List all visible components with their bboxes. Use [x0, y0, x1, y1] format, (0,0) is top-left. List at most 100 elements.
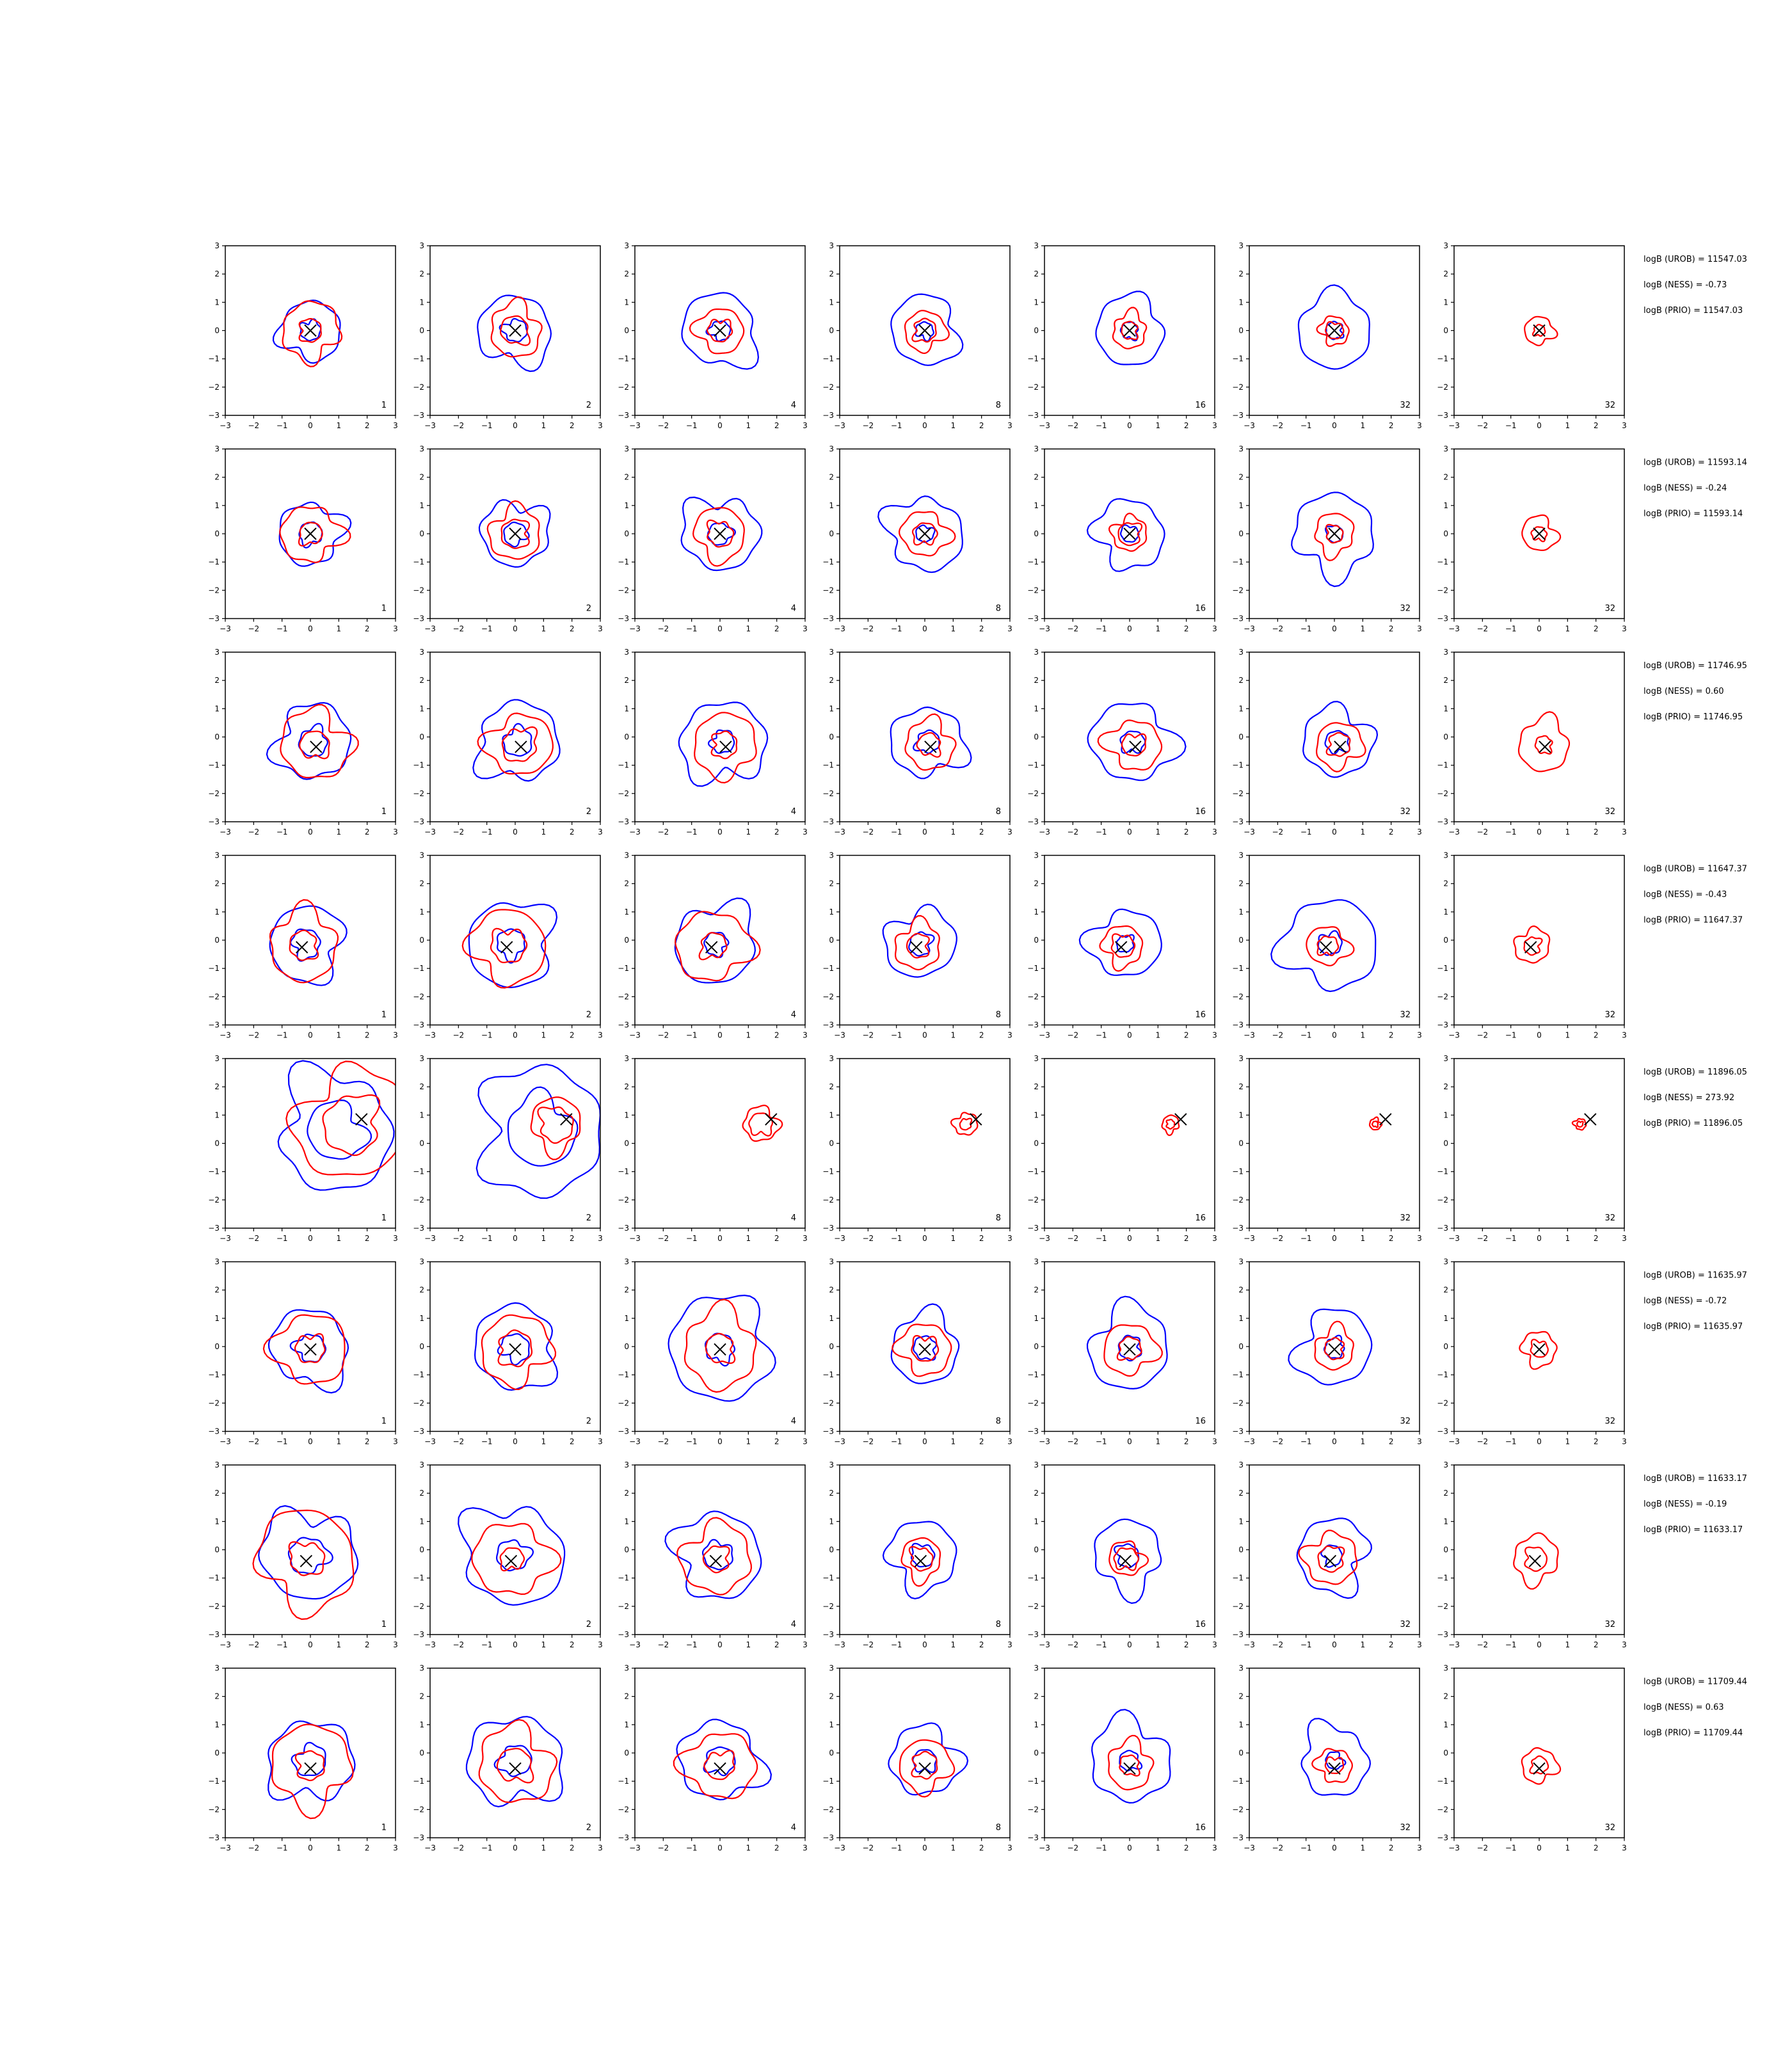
- x-tick-label: 1: [951, 1031, 956, 1040]
- logB-label: logB (NESS) = -0.73: [1644, 280, 1727, 290]
- posterior-contour: [1530, 1338, 1549, 1358]
- x-tick-label: −1: [891, 828, 902, 836]
- y-tick-label: 0: [1238, 326, 1244, 335]
- truth-marker: [1533, 527, 1546, 540]
- truth-marker: [500, 941, 513, 954]
- panel-number-label: 8: [996, 604, 1001, 614]
- x-tick-label: −2: [1476, 1844, 1488, 1853]
- x-tick-label: −2: [1067, 1640, 1078, 1649]
- y-tick-label: 0: [214, 936, 220, 945]
- y-tick-label: 2: [1443, 473, 1448, 482]
- y-tick-label: −1: [1232, 761, 1244, 770]
- y-tick-label: 2: [419, 473, 424, 482]
- axes-frame: [839, 1667, 1011, 1839]
- x-tick-label: −1: [1300, 1031, 1312, 1040]
- y-tick-label: 0: [829, 936, 834, 945]
- panel-r2-c2: −3−3 −2 −2 −1 −1 0 0 1 1 2 2 3 3 2: [413, 445, 603, 634]
- x-tick-label: 2: [1389, 421, 1394, 430]
- y-tick-label: −1: [822, 761, 834, 770]
- axes-frame: [429, 854, 601, 1026]
- y-tick-label: 0: [1443, 1342, 1448, 1351]
- y-tick-label: 1: [829, 1110, 834, 1119]
- truth-marker: [1533, 324, 1546, 337]
- truth-marker: [509, 1762, 522, 1775]
- prior-contour: [1091, 1709, 1171, 1804]
- x-tick-label: −1: [1096, 1031, 1107, 1040]
- y-tick-label: −1: [1437, 355, 1448, 364]
- x-tick-label: 1: [746, 1031, 751, 1040]
- x-tick-label: 0: [1332, 1437, 1337, 1446]
- posterior-contour: [497, 1329, 533, 1368]
- posterior-contour: [1534, 735, 1553, 755]
- y-tick-label: 2: [624, 1082, 629, 1091]
- y-tick-label: −2: [1027, 1196, 1039, 1204]
- logB-label: logB (UROB) = 11647.37: [1644, 865, 1747, 874]
- x-tick-label: 3: [598, 1640, 603, 1649]
- axes-frame: [839, 854, 1011, 1026]
- prior-contour: [268, 1720, 356, 1802]
- y-tick-label: 0: [1443, 733, 1448, 742]
- y-tick-label: −1: [1437, 1370, 1448, 1379]
- axes-frame: [225, 1464, 396, 1635]
- prior-contour: [882, 903, 957, 978]
- x-tick-label: −2: [1067, 625, 1078, 634]
- panel-number-label: 32: [1604, 604, 1615, 614]
- y-tick-label: 1: [624, 1720, 629, 1729]
- y-tick-label: 0: [1238, 733, 1244, 742]
- panel-number-label: 32: [1604, 401, 1615, 410]
- panel-number-label: 8: [996, 401, 1001, 410]
- truth-marker: [1319, 941, 1332, 954]
- y-tick-label: 0: [624, 326, 629, 335]
- posterior-contour: [676, 1517, 753, 1596]
- y-tick-label: 2: [829, 473, 834, 482]
- y-tick-label: 1: [419, 1110, 424, 1119]
- y-tick-label: −1: [618, 557, 629, 566]
- panel-number-label: 32: [1400, 604, 1411, 614]
- x-tick-label: 1: [1361, 1031, 1366, 1040]
- x-tick-label: −2: [452, 1640, 464, 1649]
- x-tick-label: 0: [513, 625, 518, 634]
- x-tick-label: −3: [629, 1437, 641, 1446]
- x-tick-label: 2: [1184, 421, 1189, 430]
- y-tick-label: −1: [208, 355, 220, 364]
- y-tick-label: 0: [624, 733, 629, 742]
- x-tick-label: 1: [541, 1437, 547, 1446]
- logB-label: logB (NESS) = 0.63: [1644, 1703, 1724, 1713]
- axes-frame: [1453, 1261, 1625, 1432]
- posterior-contour: [481, 1314, 557, 1391]
- truth-marker: [304, 1762, 317, 1775]
- x-tick-label: 0: [513, 421, 518, 430]
- logB-label: logB (UROB) = 11746.95: [1644, 661, 1747, 671]
- y-tick-label: 0: [624, 1748, 629, 1757]
- x-tick-label: 3: [1007, 828, 1012, 836]
- x-tick-label: −1: [276, 1031, 288, 1040]
- panel-number-label: 8: [996, 1213, 1001, 1223]
- x-tick-label: −3: [220, 1640, 231, 1649]
- prior-contour: [1119, 730, 1146, 754]
- x-tick-label: −2: [1476, 1640, 1488, 1649]
- y-tick-label: −1: [208, 1370, 220, 1379]
- x-tick-label: 2: [1594, 1844, 1599, 1853]
- y-tick-label: 3: [829, 1460, 834, 1469]
- panel-r6-c5: −3−3 −2 −2 −1 −1 0 0 1 1 2 2 3 3 16: [1027, 1258, 1217, 1446]
- x-tick-label: −2: [248, 1437, 259, 1446]
- y-tick-label: 3: [1443, 1664, 1448, 1673]
- y-tick-label: 1: [829, 298, 834, 307]
- x-tick-label: 1: [337, 1437, 342, 1446]
- y-tick-label: −2: [822, 383, 834, 392]
- x-tick-label: −1: [891, 1031, 902, 1040]
- posterior-contour: [1165, 1119, 1176, 1130]
- y-tick-label: −3: [208, 1427, 220, 1436]
- y-tick-label: 2: [1034, 473, 1039, 482]
- x-tick-label: 1: [541, 421, 547, 430]
- axes-frame: [1044, 1261, 1215, 1432]
- x-tick-label: −1: [1505, 1437, 1517, 1446]
- posterior-contour: [490, 927, 528, 964]
- axes-frame: [634, 1667, 806, 1839]
- y-tick-label: 3: [1034, 1258, 1039, 1267]
- y-tick-label: 3: [1238, 241, 1244, 250]
- y-tick-label: 3: [624, 241, 629, 250]
- panel-r5-c2: −3−3 −2 −2 −1 −1 0 0 1 1 2 2 3 3 2: [413, 1054, 603, 1243]
- x-tick-label: −1: [1505, 1640, 1517, 1649]
- x-tick-label: −2: [1067, 828, 1078, 836]
